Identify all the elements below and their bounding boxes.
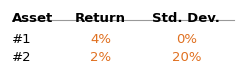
- Text: 4%: 4%: [90, 33, 111, 46]
- Text: 0%: 0%: [176, 33, 197, 46]
- Text: #1: #1: [12, 33, 32, 46]
- Text: #2: #2: [12, 51, 32, 64]
- Text: 2%: 2%: [90, 51, 111, 64]
- Text: Asset: Asset: [12, 12, 53, 25]
- Text: 20%: 20%: [172, 51, 201, 64]
- Text: Std. Dev.: Std. Dev.: [152, 12, 220, 25]
- Text: Return: Return: [75, 12, 126, 25]
